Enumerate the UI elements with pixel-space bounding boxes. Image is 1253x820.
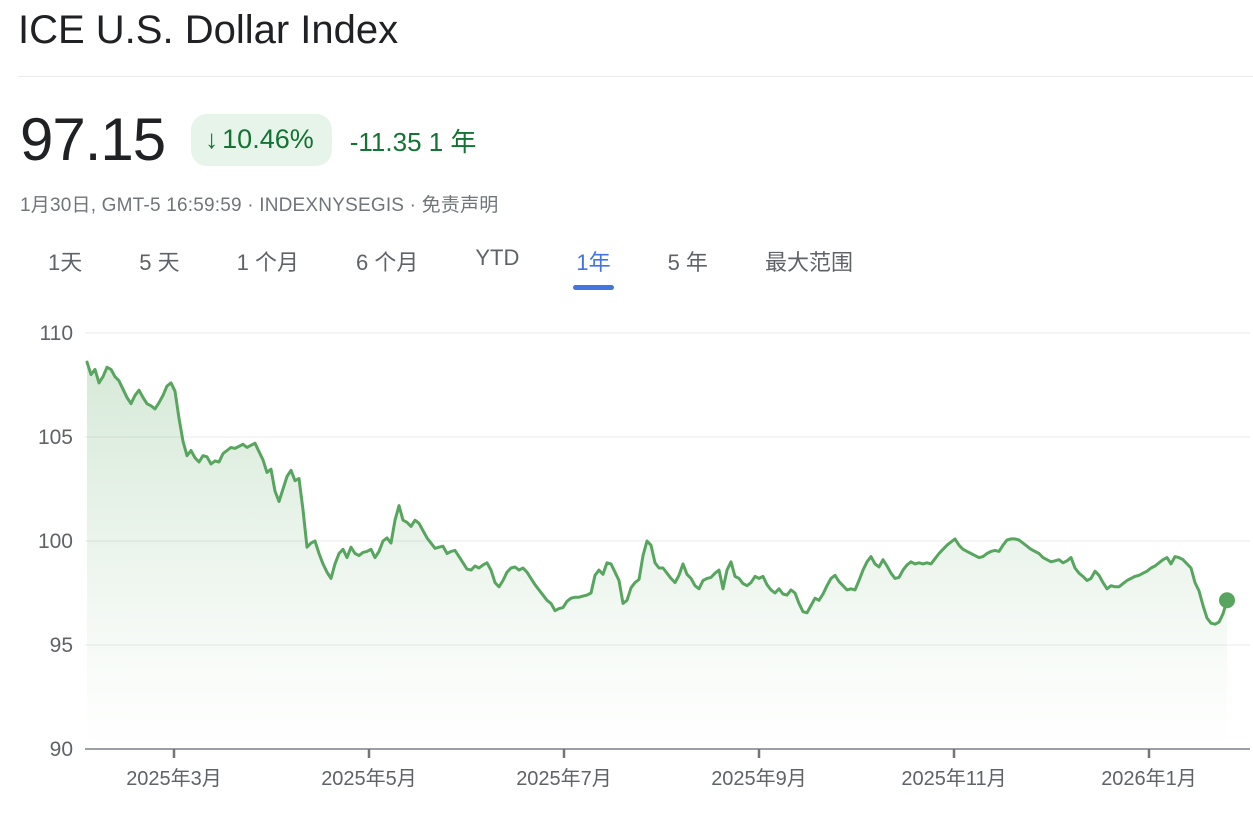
range-tab-6m[interactable]: 6 个月: [355, 250, 419, 275]
range-tab-1y[interactable]: 1年: [573, 245, 614, 290]
y-axis-label: 95: [50, 634, 73, 657]
quote-meta-line: 1月30日, GMT-5 16:59:59 · INDEXNYSEGIS · 免…: [20, 190, 498, 217]
change-percent-value: 10.46%: [222, 124, 314, 154]
y-axis-label: 100: [38, 530, 73, 553]
range-tab-5d[interactable]: 5 天: [139, 250, 180, 275]
y-axis-label: 90: [50, 738, 73, 761]
x-axis-label: 2025年7月: [516, 767, 612, 790]
y-axis-label: 110: [40, 322, 73, 345]
current-price: 97.15: [20, 106, 166, 173]
x-axis-label: 2025年3月: [126, 767, 222, 790]
quote-row: 97.15 ↓ 10.46% -11.35 1 年: [20, 106, 476, 174]
range-tabs: 1天 5 天 1 个月 6 个月 YTD 1年 5 年 最大范围: [48, 245, 853, 290]
x-axis-label: 2025年11月: [901, 767, 1006, 790]
change-absolute-period: -11.35 1 年: [349, 126, 477, 157]
range-tab-1m[interactable]: 1 个月: [236, 250, 299, 275]
latest-point-marker: [1219, 592, 1235, 609]
x-axis-label: 2025年9月: [711, 767, 807, 790]
range-tab-max[interactable]: 最大范围: [764, 250, 853, 275]
price-line: [85, 360, 1229, 626]
price-area-fill: [87, 362, 1227, 749]
range-tab-5y[interactable]: 5 年: [667, 250, 708, 275]
x-axis-label: 2025年5月: [321, 767, 417, 790]
range-tab-1d[interactable]: 1天: [48, 250, 83, 275]
header-divider: [18, 76, 1253, 77]
arrow-down-icon: ↓: [205, 124, 219, 154]
y-axis-label: 105: [38, 426, 73, 449]
change-percent-badge: ↓ 10.46%: [191, 114, 332, 166]
x-axis-label: 2026年1月: [1101, 767, 1197, 790]
range-tab-ytd[interactable]: YTD: [475, 245, 520, 270]
quote-timestamp-exchange: 1月30日, GMT-5 16:59:59 · INDEXNYSEGIS ·: [20, 195, 422, 216]
price-chart[interactable]: 110 105 100 95 90 2025年3月 2025年5月 2025年7月 2025年9…: [0, 300, 1253, 820]
disclaimer-link[interactable]: 免责声明: [421, 195, 499, 216]
page-title: ICE U.S. Dollar Index: [18, 8, 399, 52]
